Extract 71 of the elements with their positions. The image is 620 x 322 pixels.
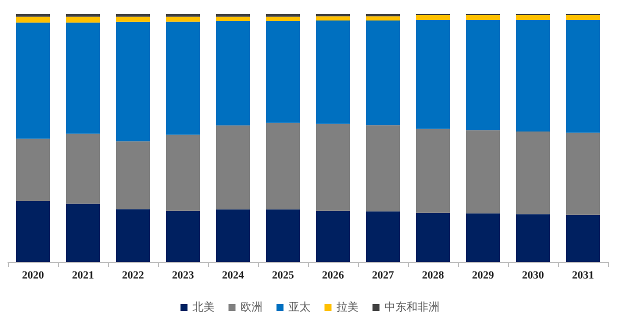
bar: [116, 141, 150, 210]
bar: [216, 14, 250, 17]
x-tick-label: 2022: [122, 270, 144, 282]
bar: [366, 20, 400, 126]
bar: [166, 16, 200, 22]
bar: [466, 130, 500, 214]
legend-label: 亚太: [288, 300, 310, 314]
bar: [216, 209, 250, 262]
bar: [516, 214, 550, 262]
bar: [416, 212, 450, 262]
x-tick-label: 2029: [472, 270, 494, 282]
bar: [466, 213, 500, 262]
bar: [66, 16, 100, 23]
x-tick-label: 2031: [572, 270, 594, 282]
bar: [366, 125, 400, 212]
x-tick-label: 2021: [72, 270, 94, 282]
bar: [566, 132, 600, 215]
bar: [166, 14, 200, 17]
bar: [266, 122, 300, 210]
bar: [316, 20, 350, 124]
bar: [466, 14, 500, 20]
bar: [16, 16, 50, 23]
bar: [316, 210, 350, 262]
bar: [366, 211, 400, 262]
bar: [166, 210, 200, 262]
bar: [16, 200, 50, 262]
legend-label: 中东和非洲: [384, 300, 440, 314]
bar: [466, 20, 500, 130]
x-tick-label: 2026: [322, 270, 344, 282]
bar: [66, 22, 100, 134]
x-tick-label: 2028: [422, 270, 444, 282]
bar: [216, 16, 250, 21]
bar: [566, 20, 600, 133]
bar: [516, 14, 550, 20]
bar: [266, 16, 300, 21]
bar: [566, 214, 600, 262]
x-tick-label: 2027: [372, 270, 394, 282]
bar: [266, 209, 300, 262]
x-tick-label: 2020: [22, 270, 44, 282]
bar: [316, 16, 350, 20]
bar: [16, 138, 50, 201]
x-tick-label: 2024: [222, 270, 244, 282]
bar: [66, 204, 100, 262]
bar: [16, 22, 50, 139]
bar: [216, 125, 250, 210]
bar: [16, 14, 50, 17]
bar: [266, 20, 300, 123]
bar: [166, 134, 200, 211]
bar: [416, 128, 450, 213]
x-tick-label: 2030: [522, 270, 544, 282]
legend-label: 拉美: [336, 300, 358, 314]
bar: [266, 14, 300, 17]
bar: [416, 20, 450, 129]
x-tick-label: 2025: [272, 270, 294, 282]
bar: [66, 134, 100, 204]
bar: [316, 124, 350, 211]
bar: [116, 16, 150, 22]
bar: [366, 16, 400, 20]
bar: [66, 14, 100, 17]
x-tick-label: 2023: [172, 270, 194, 282]
bar: [166, 22, 200, 135]
bar: [416, 14, 450, 20]
bar: [116, 22, 150, 142]
bar: [566, 14, 600, 20]
bar: [116, 209, 150, 262]
legend-label: 欧洲: [240, 300, 262, 314]
legend-label: 北美: [192, 300, 214, 314]
bar: [116, 14, 150, 17]
bar: [516, 20, 550, 132]
bar: [516, 132, 550, 214]
bar: [216, 20, 250, 126]
